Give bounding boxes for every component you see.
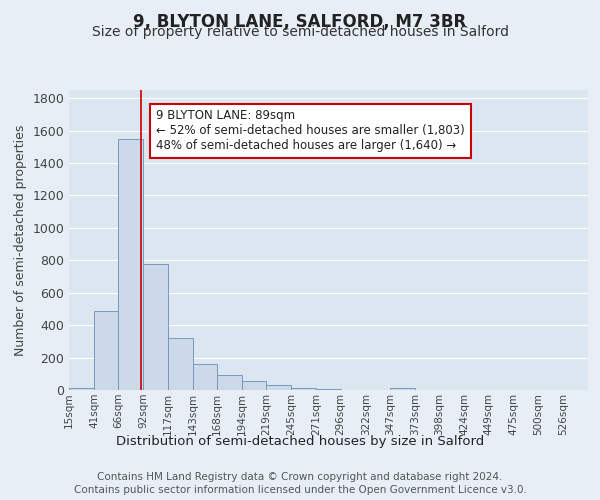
Bar — [167, 338, 193, 390]
Text: Contains public sector information licensed under the Open Government Licence v3: Contains public sector information licen… — [74, 485, 526, 495]
Bar — [390, 388, 415, 390]
Bar — [69, 388, 94, 390]
Text: 9, BLYTON LANE, SALFORD, M7 3BR: 9, BLYTON LANE, SALFORD, M7 3BR — [133, 12, 467, 30]
Bar — [217, 374, 242, 390]
Text: Distribution of semi-detached houses by size in Salford: Distribution of semi-detached houses by … — [116, 435, 484, 448]
Bar — [143, 264, 167, 390]
Bar — [266, 385, 291, 390]
Bar — [118, 138, 143, 390]
Bar — [94, 310, 118, 390]
Bar — [291, 388, 316, 390]
Text: Contains HM Land Registry data © Crown copyright and database right 2024.: Contains HM Land Registry data © Crown c… — [97, 472, 503, 482]
Bar — [193, 364, 217, 390]
Bar — [242, 381, 266, 390]
Text: Size of property relative to semi-detached houses in Salford: Size of property relative to semi-detach… — [91, 25, 509, 39]
Y-axis label: Number of semi-detached properties: Number of semi-detached properties — [14, 124, 27, 356]
Text: 9 BLYTON LANE: 89sqm
← 52% of semi-detached houses are smaller (1,803)
48% of se: 9 BLYTON LANE: 89sqm ← 52% of semi-detac… — [156, 110, 465, 152]
Bar — [316, 389, 341, 390]
